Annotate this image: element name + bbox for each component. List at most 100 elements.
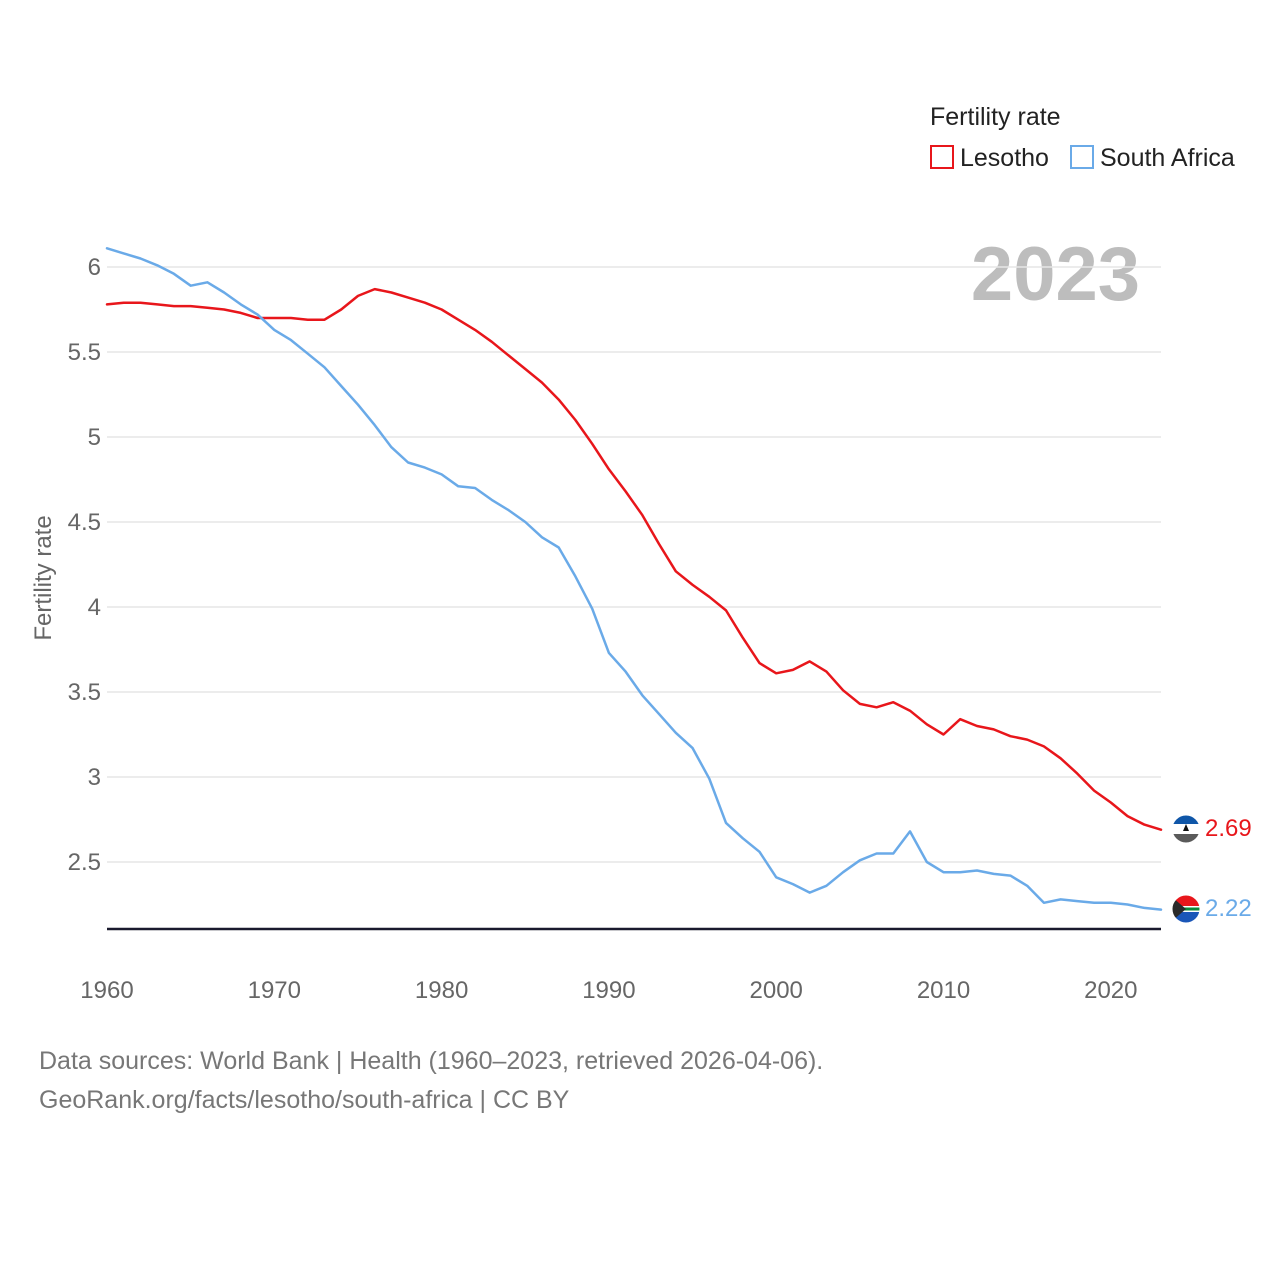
data-point-south-africa[interactable]	[472, 485, 478, 491]
data-point-lesotho[interactable]	[773, 670, 779, 676]
data-point-south-africa[interactable]	[355, 402, 361, 408]
data-point-south-africa[interactable]	[1074, 898, 1080, 904]
series-line-lesotho[interactable]	[105, 287, 1163, 831]
data-point-lesotho[interactable]	[874, 704, 880, 710]
data-point-south-africa[interactable]	[1108, 900, 1114, 906]
data-point-lesotho[interactable]	[1091, 788, 1097, 794]
data-point-lesotho[interactable]	[305, 317, 311, 323]
data-point-south-africa[interactable]	[171, 271, 177, 277]
data-point-lesotho[interactable]	[271, 315, 277, 321]
data-point-lesotho[interactable]	[907, 708, 913, 714]
data-point-lesotho[interactable]	[807, 658, 813, 664]
data-point-lesotho[interactable]	[589, 441, 595, 447]
data-point-south-africa[interactable]	[589, 606, 595, 612]
data-point-lesotho[interactable]	[455, 317, 461, 323]
data-point-lesotho[interactable]	[506, 352, 512, 358]
data-point-lesotho[interactable]	[957, 716, 963, 722]
data-point-south-africa[interactable]	[522, 519, 528, 525]
data-point-lesotho[interactable]	[673, 568, 679, 574]
data-point-lesotho[interactable]	[204, 305, 210, 311]
data-point-south-africa[interactable]	[757, 849, 763, 855]
data-point-lesotho[interactable]	[322, 317, 328, 323]
data-point-south-africa[interactable]	[238, 301, 244, 307]
data-point-south-africa[interactable]	[271, 327, 277, 333]
data-point-south-africa[interactable]	[338, 383, 344, 389]
data-point-south-africa[interactable]	[907, 828, 913, 834]
data-point-lesotho[interactable]	[1141, 822, 1147, 828]
data-point-south-africa[interactable]	[606, 650, 612, 656]
data-point-lesotho[interactable]	[840, 687, 846, 693]
data-point-south-africa[interactable]	[639, 692, 645, 698]
data-point-lesotho[interactable]	[757, 660, 763, 666]
data-point-lesotho[interactable]	[656, 541, 662, 547]
data-point-south-africa[interactable]	[1091, 900, 1097, 906]
data-point-south-africa[interactable]	[1141, 905, 1147, 911]
data-point-south-africa[interactable]	[890, 851, 896, 857]
data-point-lesotho[interactable]	[1074, 771, 1080, 777]
data-point-south-africa[interactable]	[305, 351, 311, 357]
data-point-lesotho[interactable]	[1024, 737, 1030, 743]
data-point-lesotho[interactable]	[221, 307, 227, 313]
data-point-lesotho[interactable]	[1041, 743, 1047, 749]
data-point-lesotho[interactable]	[188, 303, 194, 309]
data-point-south-africa[interactable]	[221, 290, 227, 296]
data-point-lesotho[interactable]	[338, 307, 344, 313]
data-point-south-africa[interactable]	[991, 871, 997, 877]
data-point-lesotho[interactable]	[1058, 755, 1064, 761]
legend-swatch-lesotho[interactable]	[930, 145, 954, 169]
data-point-south-africa[interactable]	[941, 869, 947, 875]
data-point-lesotho[interactable]	[388, 290, 394, 296]
data-point-lesotho[interactable]	[623, 488, 629, 494]
data-point-south-africa[interactable]	[706, 776, 712, 782]
data-point-south-africa[interactable]	[957, 869, 963, 875]
data-point-lesotho[interactable]	[154, 301, 160, 307]
data-point-lesotho[interactable]	[522, 366, 528, 372]
data-point-lesotho[interactable]	[572, 417, 578, 423]
data-point-south-africa[interactable]	[1024, 883, 1030, 889]
data-point-lesotho[interactable]	[823, 669, 829, 675]
data-point-lesotho[interactable]	[355, 293, 361, 299]
data-point-lesotho[interactable]	[723, 607, 729, 613]
data-point-south-africa[interactable]	[439, 471, 445, 477]
data-point-lesotho[interactable]	[1007, 733, 1013, 739]
data-point-south-africa[interactable]	[572, 573, 578, 579]
data-point-south-africa[interactable]	[840, 869, 846, 875]
data-point-lesotho[interactable]	[690, 582, 696, 588]
data-point-lesotho[interactable]	[606, 466, 612, 472]
data-point-lesotho[interactable]	[405, 295, 411, 301]
data-point-south-africa[interactable]	[790, 881, 796, 887]
data-point-lesotho[interactable]	[974, 723, 980, 729]
data-point-lesotho[interactable]	[790, 667, 796, 673]
data-point-lesotho[interactable]	[890, 699, 896, 705]
data-point-south-africa[interactable]	[154, 262, 160, 268]
series-line-south-africa[interactable]	[105, 247, 1163, 911]
data-point-south-africa[interactable]	[556, 545, 562, 551]
data-point-lesotho[interactable]	[539, 380, 545, 386]
data-point-south-africa[interactable]	[121, 250, 127, 256]
data-point-south-africa[interactable]	[1125, 902, 1131, 908]
legend-label-south-africa[interactable]: South Africa	[1100, 144, 1235, 172]
data-point-lesotho[interactable]	[556, 397, 562, 403]
data-point-south-africa[interactable]	[857, 857, 863, 863]
data-point-lesotho[interactable]	[372, 286, 378, 292]
data-point-lesotho[interactable]	[472, 327, 478, 333]
data-point-south-africa[interactable]	[1041, 900, 1047, 906]
data-point-lesotho[interactable]	[1108, 800, 1114, 806]
data-point-south-africa[interactable]	[924, 859, 930, 865]
data-point-south-africa[interactable]	[974, 868, 980, 874]
data-point-south-africa[interactable]	[104, 245, 110, 251]
data-point-south-africa[interactable]	[690, 745, 696, 751]
data-point-south-africa[interactable]	[204, 279, 210, 285]
data-point-south-africa[interactable]	[656, 711, 662, 717]
data-point-lesotho[interactable]	[171, 303, 177, 309]
data-point-lesotho[interactable]	[489, 339, 495, 345]
data-point-lesotho[interactable]	[238, 310, 244, 316]
data-point-south-africa[interactable]	[740, 835, 746, 841]
attribution-link[interactable]: GeoRank.org/facts/lesotho/south-africa |…	[39, 1086, 570, 1114]
data-point-south-africa[interactable]	[1158, 907, 1164, 913]
data-point-south-africa[interactable]	[489, 497, 495, 503]
data-point-south-africa[interactable]	[288, 337, 294, 343]
data-point-lesotho[interactable]	[1158, 827, 1164, 833]
data-point-south-africa[interactable]	[1007, 873, 1013, 879]
data-point-lesotho[interactable]	[941, 732, 947, 738]
